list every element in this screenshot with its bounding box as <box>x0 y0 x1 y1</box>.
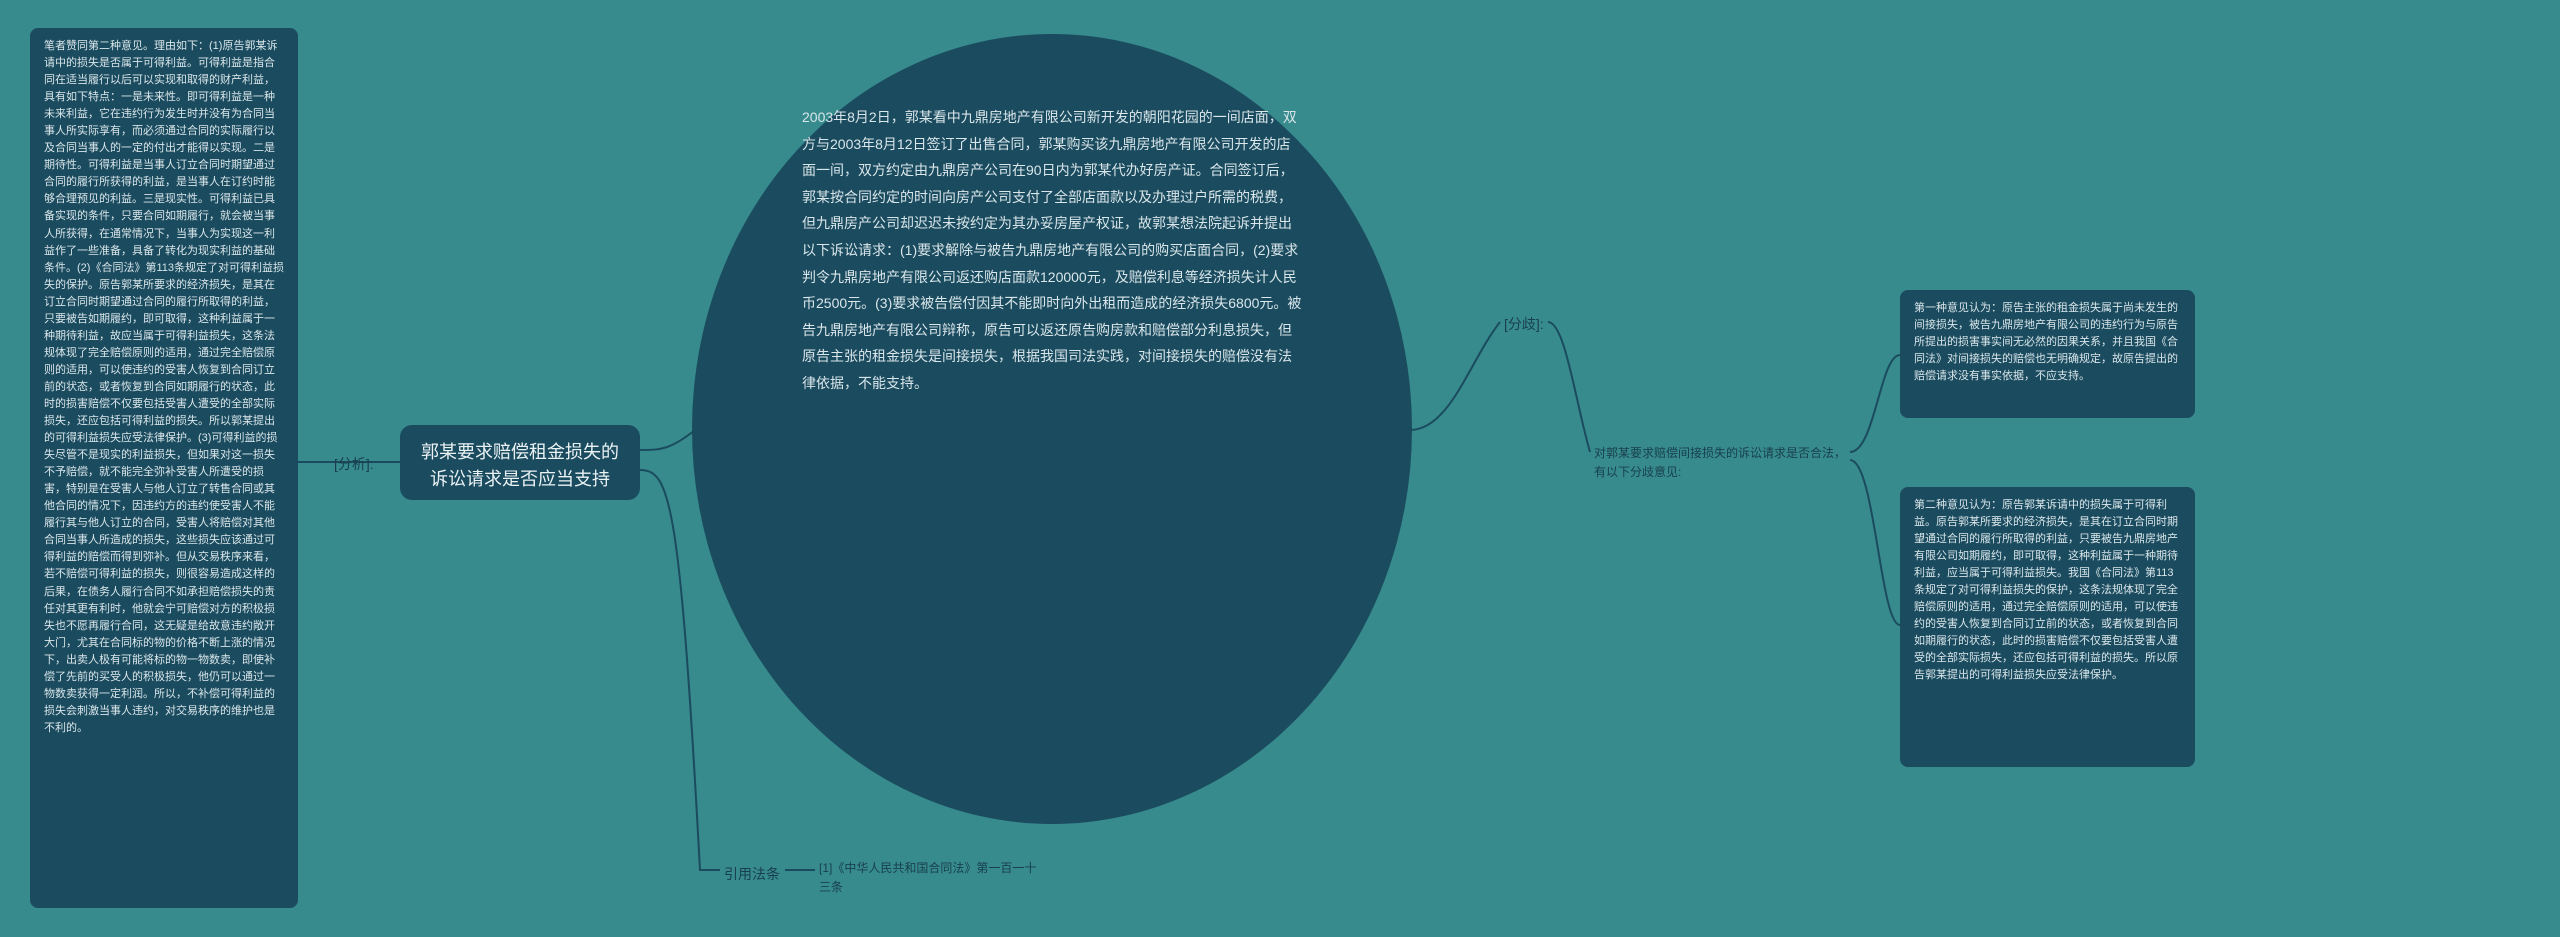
case-facts-oval[interactable]: 2003年8月2日，郭某看中九鼎房地产有限公司新开发的朝阳花园的一间店面，双方与… <box>692 34 1412 824</box>
dispute-intro: 对郭某要求赔偿间接损失的诉讼请求是否合法，有以下分歧意见: <box>1590 442 1850 483</box>
analysis-text: 笔者赞同第二种意见。理由如下：(1)原告郭某诉请中的损失是否属于可得利益。可得利… <box>44 40 284 734</box>
connector <box>1410 322 1500 430</box>
analysis-label-text: [分析]: <box>334 456 374 472</box>
analysis-label[interactable]: [分析]: <box>330 452 378 478</box>
citation-label-text: 引用法条 <box>724 866 780 882</box>
analysis-content[interactable]: 笔者赞同第二种意见。理由如下：(1)原告郭某诉请中的损失是否属于可得利益。可得利… <box>30 28 298 908</box>
case-facts-text: 2003年8月2日，郭某看中九鼎房地产有限公司新开发的朝阳花园的一间店面，双方与… <box>802 109 1301 391</box>
opinion-2[interactable]: 第二种意见认为：原告郭某诉请中的损失属于可得利益。原告郭某所要求的经济损失，是其… <box>1900 487 2195 767</box>
citation-content: [1]《中华人民共和国合同法》第一百一十三条 <box>815 857 1045 898</box>
opinion-1-text: 第一种意见认为：原告主张的租金损失属于尚未发生的间接损失，被告九鼎房地产有限公司… <box>1914 302 2178 382</box>
root-title: 郭某要求赔偿租金损失的诉讼请求是否应当支持 <box>421 442 619 489</box>
dispute-intro-text: 对郭某要求赔偿间接损失的诉讼请求是否合法，有以下分歧意见: <box>1594 446 1846 479</box>
connector <box>1548 322 1590 452</box>
opinion-2-text: 第二种意见认为：原告郭某诉请中的损失属于可得利益。原告郭某所要求的经济损失，是其… <box>1914 499 2178 681</box>
dispute-label[interactable]: [分歧]: <box>1500 312 1548 338</box>
opinion-1[interactable]: 第一种意见认为：原告主张的租金损失属于尚未发生的间接损失，被告九鼎房地产有限公司… <box>1900 290 2195 418</box>
connector <box>640 430 695 450</box>
connector <box>1850 460 1900 625</box>
citation-text: [1]《中华人民共和国合同法》第一百一十三条 <box>819 861 1036 894</box>
dispute-label-text: [分歧]: <box>1504 316 1544 332</box>
citation-label[interactable]: 引用法条 <box>720 862 784 888</box>
connector <box>1850 355 1900 452</box>
root-topic[interactable]: 郭某要求赔偿租金损失的诉讼请求是否应当支持 <box>400 425 640 500</box>
